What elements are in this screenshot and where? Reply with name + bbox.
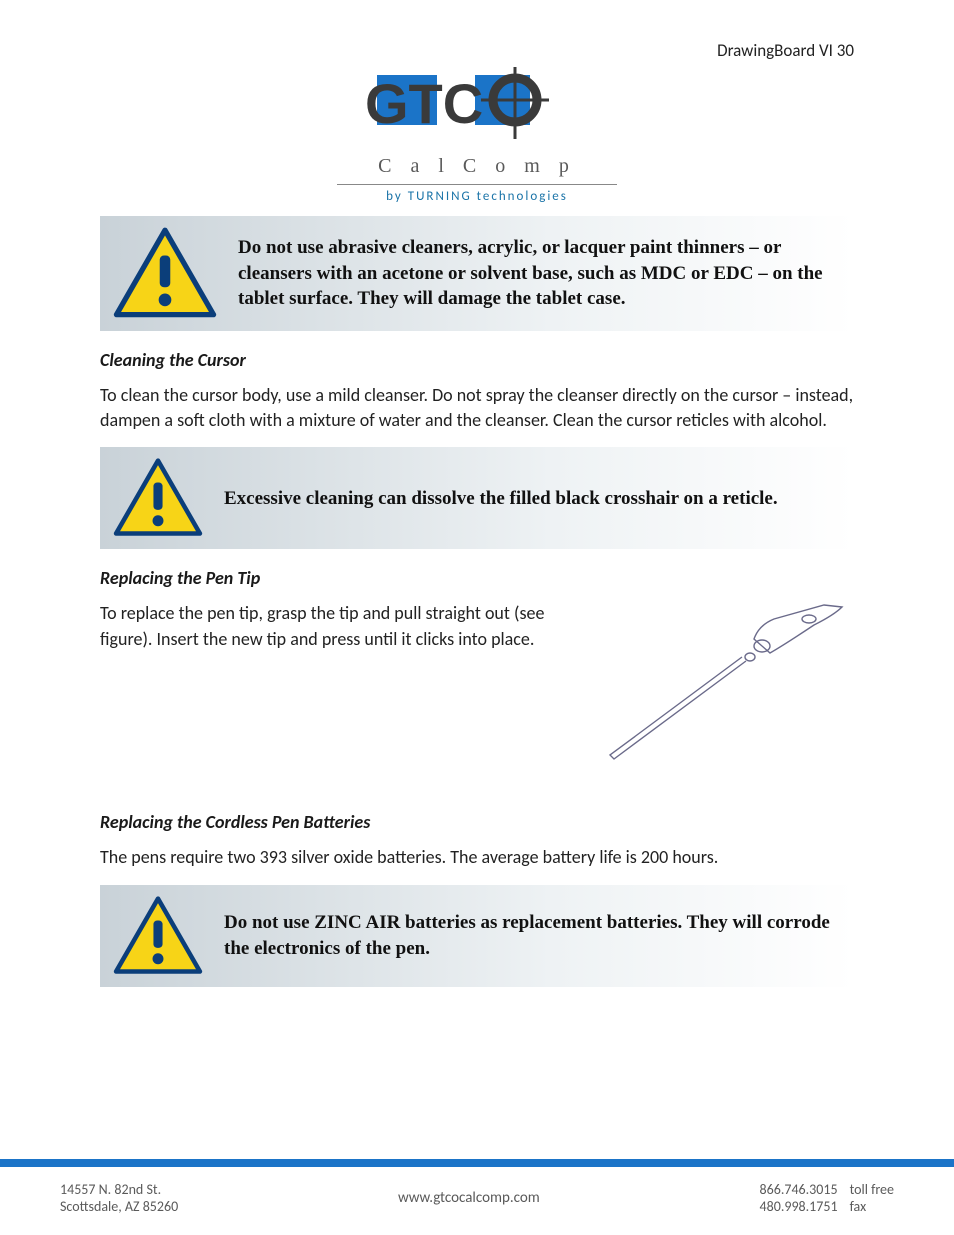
warning-cleaners: Do not use abrasive cleaners, acrylic, o… (100, 216, 854, 331)
logo-divider (337, 184, 617, 185)
warning-icon (110, 457, 206, 539)
logo-byline: by TURNING technologies (100, 189, 854, 204)
warning-text: Excessive cleaning can dissolve the fill… (224, 486, 778, 512)
body-cleaning-cursor: To clean the cursor body, use a mild cle… (100, 383, 854, 433)
footer-addr-line2: Scottsdale, AZ 85260 (60, 1198, 178, 1215)
heading-batteries: Replacing the Cordless Pen Batteries (100, 811, 854, 833)
footer-phone2: 480.998.1751 (760, 1198, 838, 1215)
footer-addr-line1: 14557 N. 82nd St. (60, 1181, 178, 1198)
warning-icon (110, 895, 206, 977)
gtco-logo-icon: GTC (347, 67, 607, 152)
body-pen-tip: To replace the pen tip, grasp the tip an… (100, 601, 554, 651)
heading-pen-tip: Replacing the Pen Tip (100, 567, 854, 589)
footer-url: www.gtcocalcomp.com (398, 1189, 540, 1207)
footer-phones: 866.746.3015 toll free 480.998.1751 fax (760, 1181, 894, 1215)
footer-address: 14557 N. 82nd St. Scottsdale, AZ 85260 (60, 1181, 178, 1215)
warning-text: Do not use abrasive cleaners, acrylic, o… (238, 235, 836, 312)
warning-text: Do not use ZINC AIR batteries as replace… (224, 910, 836, 961)
svg-text:GTC: GTC (365, 72, 483, 135)
footer-phone2-label: fax (850, 1198, 867, 1215)
footer-phone1: 866.746.3015 (760, 1181, 838, 1198)
body-batteries: The pens require two 393 silver oxide ba… (100, 845, 854, 870)
pen-tip-figure (574, 601, 854, 771)
warning-icon (110, 226, 220, 321)
logo: GTC C a l C o m p by TURNING technologie… (100, 67, 854, 204)
footer-phone1-label: toll free (850, 1181, 894, 1198)
warning-zinc-air: Do not use ZINC AIR batteries as replace… (100, 885, 854, 987)
page-header: DrawingBoard VI 30 (100, 40, 854, 61)
warning-crosshair: Excessive cleaning can dissolve the fill… (100, 447, 854, 549)
heading-cleaning-cursor: Cleaning the Cursor (100, 349, 854, 371)
logo-subtitle: C a l C o m p (100, 155, 854, 178)
page-footer: 14557 N. 82nd St. Scottsdale, AZ 85260 w… (0, 1159, 954, 1235)
